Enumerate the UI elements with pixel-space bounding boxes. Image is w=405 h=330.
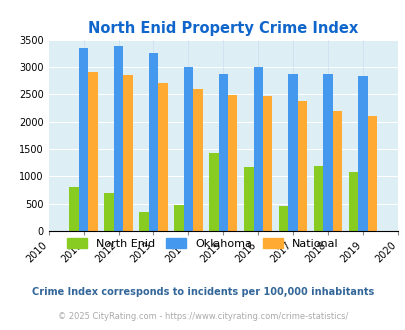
Bar: [253, 67, 262, 231]
Bar: [288, 74, 297, 231]
Bar: [113, 46, 123, 231]
Bar: [79, 49, 88, 231]
Legend: North Enid, Oklahoma, National: North Enid, Oklahoma, National: [67, 238, 338, 249]
Bar: [139, 212, 148, 231]
Bar: [148, 53, 158, 231]
Bar: [243, 167, 253, 231]
Bar: [278, 206, 288, 231]
Bar: [313, 166, 322, 231]
Bar: [69, 187, 79, 231]
Text: Crime Index corresponds to incidents per 100,000 inhabitants: Crime Index corresponds to incidents per…: [32, 287, 373, 297]
Bar: [174, 205, 183, 231]
Bar: [123, 75, 132, 231]
Bar: [322, 74, 332, 231]
Bar: [209, 153, 218, 231]
Text: © 2025 CityRating.com - https://www.cityrating.com/crime-statistics/: © 2025 CityRating.com - https://www.city…: [58, 312, 347, 321]
Bar: [158, 83, 167, 231]
Title: North Enid Property Crime Index: North Enid Property Crime Index: [88, 21, 358, 36]
Bar: [367, 116, 376, 231]
Bar: [218, 74, 228, 231]
Bar: [357, 76, 367, 231]
Bar: [297, 101, 307, 231]
Bar: [332, 111, 341, 231]
Bar: [88, 72, 98, 231]
Bar: [104, 193, 113, 231]
Bar: [348, 172, 357, 231]
Bar: [228, 95, 237, 231]
Bar: [193, 89, 202, 231]
Bar: [262, 96, 272, 231]
Bar: [183, 67, 193, 231]
